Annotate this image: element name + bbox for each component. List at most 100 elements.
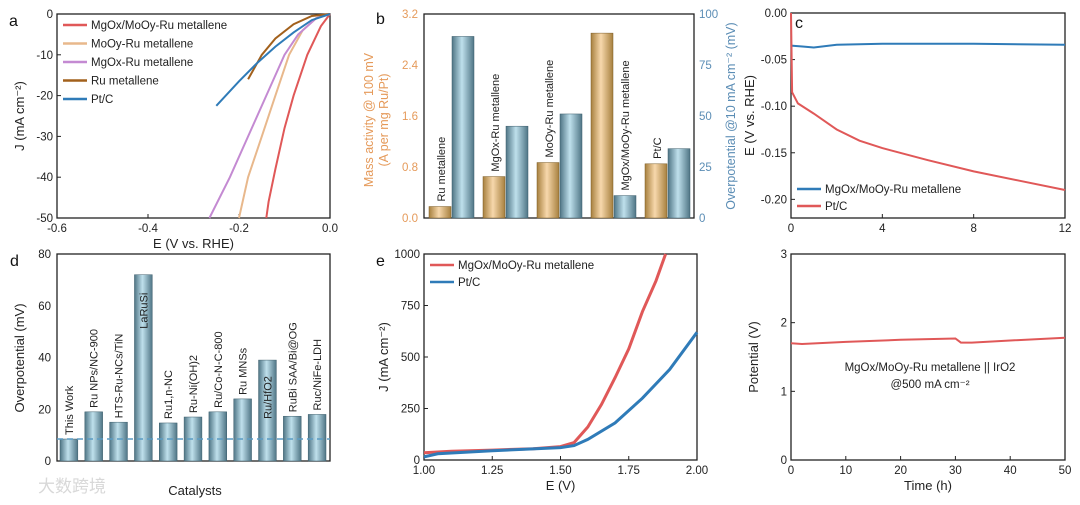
bar-overpotential [505, 125, 529, 219]
x-tick-label: 2.00 [686, 465, 708, 477]
series-line-ru-metallene [247, 13, 331, 80]
y-tick-label: -0.15 [761, 148, 787, 160]
category-label: Ru-Ni(OH)2 [188, 355, 200, 413]
y-tick-label: -0.20 [761, 194, 787, 206]
y-tick-label: 0 [781, 455, 787, 467]
x-axis-label: E (V vs. RHE) [153, 236, 234, 251]
category-label: This Work [64, 385, 76, 435]
x-tick-label: 1.00 [413, 465, 435, 477]
category-label: Ru/HfO2 [262, 376, 274, 419]
bar-overpotential [109, 421, 128, 462]
x-tick-label: 40 [1004, 465, 1017, 477]
category-label: MoOy-Ru metallene [544, 60, 556, 158]
y-tick-label: -30 [36, 131, 53, 143]
y-tick-label: 60 [38, 301, 51, 313]
y-axis-label-left: Mass activity @ 100 mV [362, 52, 376, 187]
x-tick-label: 0 [788, 223, 794, 235]
x-tick-label: 50 [1059, 465, 1072, 477]
bar-overpotential [59, 438, 79, 462]
x-tick-label: -0.2 [229, 223, 249, 235]
bar-overpotential [451, 36, 475, 219]
series-line-mgox-mooy-ru-metallene [265, 13, 331, 219]
x-tick-label: 1.75 [618, 465, 640, 477]
y-tick-label: 750 [401, 301, 420, 313]
bar-mass-activity [644, 163, 668, 219]
category-label: Ru NPs/NC-900 [89, 329, 101, 408]
y-axis-label: J (mA cm⁻²) [376, 322, 391, 392]
series-line-pt-c [790, 12, 1066, 191]
x-tick-label: 4 [879, 223, 886, 235]
plot-frame-a [56, 13, 331, 219]
y-axis-label: J (mA cm⁻²) [12, 81, 27, 151]
bar-overpotential [559, 113, 583, 219]
category-label: Ru/Co-N-C-800 [213, 331, 225, 407]
y-axis-label-right: Overpotential @10 mA cm⁻² (mV) [724, 22, 738, 209]
x-axis-label: Catalysts [168, 483, 222, 498]
bar-overpotential [159, 422, 178, 462]
y-tick-label: -10 [36, 50, 53, 62]
annotation-text: @500 mA cm⁻² [890, 379, 969, 391]
series-line-mgox-ru-metallene [208, 13, 331, 219]
bar-overpotential [84, 411, 103, 462]
y-tick-label: 250 [401, 404, 420, 416]
legend-label: MgOx/MoOy-Ru metallene [458, 260, 594, 272]
category-label: Ruc/NiFe-LDH [312, 339, 324, 411]
y-tick-label-left: 0.0 [402, 213, 418, 225]
y-tick-label-left: 3.2 [402, 9, 418, 21]
y-tick-label-right: 0 [699, 213, 705, 225]
y-tick-label-right: 50 [699, 111, 712, 123]
category-label: LaRuSi [138, 293, 150, 329]
y-tick-label-left: 0.8 [402, 162, 418, 174]
bar-overpotential [307, 414, 327, 462]
x-tick-label: 30 [949, 465, 962, 477]
bar-overpotential [667, 148, 691, 219]
y-tick-label: -0.05 [761, 55, 787, 67]
panel-label: e [376, 253, 385, 270]
x-tick-label: -0.6 [47, 223, 67, 235]
x-axis-label: Time (h) [904, 478, 952, 493]
y-tick-label-right: 75 [699, 60, 712, 72]
legend-label: MgOx/MoOy-Ru metallene [91, 20, 227, 32]
bar-overpotential [134, 274, 153, 462]
x-tick-label: 0.0 [322, 223, 338, 235]
y-tick-label: 40 [38, 353, 51, 365]
y-tick-label: -0.10 [761, 101, 787, 113]
legend-label: MgOx/MoOy-Ru metallene [825, 184, 961, 196]
plot-frame-c [790, 12, 1066, 219]
x-tick-label: 12 [1059, 223, 1072, 235]
legend-label: Pt/C [91, 94, 113, 106]
category-label: RuBi SAA/Bi@OG [287, 322, 299, 412]
watermark: 大数跨境 [38, 477, 106, 496]
y-tick-label: 20 [38, 404, 51, 416]
series-line-mooy-ru-metallene [238, 13, 331, 219]
y-tick-label: 1 [781, 386, 787, 398]
y-axis-label: Potential (V) [746, 321, 761, 393]
x-tick-label: 10 [839, 465, 852, 477]
category-label: MgOx/MoOy-Ru metallene [620, 60, 632, 190]
bar-overpotential [613, 195, 637, 219]
legend-label: MgOx-Ru metallene [91, 57, 193, 69]
y-tick-label: -20 [36, 91, 53, 103]
category-label: HTS-Ru-NCs/TiN [114, 334, 126, 419]
series-line-mgox-mooy-ru-metallene-iro2 [790, 336, 1066, 346]
panel-label: c [795, 15, 803, 32]
panel-label: d [10, 253, 19, 270]
y-tick-label-right: 25 [699, 162, 712, 174]
y-tick-label: 0.00 [765, 8, 787, 20]
x-tick-label: 20 [894, 465, 907, 477]
category-label: Ru1,n-NC [163, 370, 175, 419]
series-line-pt-c [423, 331, 699, 459]
y-tick-label: 0 [47, 9, 53, 21]
series-line-pt-c [215, 13, 331, 107]
y-tick-label: 80 [38, 249, 51, 261]
y-tick-label: 3 [781, 249, 787, 261]
x-tick-label: -0.4 [138, 223, 158, 235]
annotation-text: MgOx/MoOy-Ru metallene || IrO2 [845, 362, 1016, 374]
x-axis-label: E (V) [546, 478, 576, 493]
bar-overpotential [233, 398, 252, 462]
bar-mass-activity [536, 162, 560, 219]
y-tick-label: 500 [401, 352, 420, 364]
category-label: Pt/C [652, 137, 664, 158]
y-tick-label: 1000 [394, 249, 420, 261]
y-axis-label: Overpotential (mV) [12, 303, 27, 412]
